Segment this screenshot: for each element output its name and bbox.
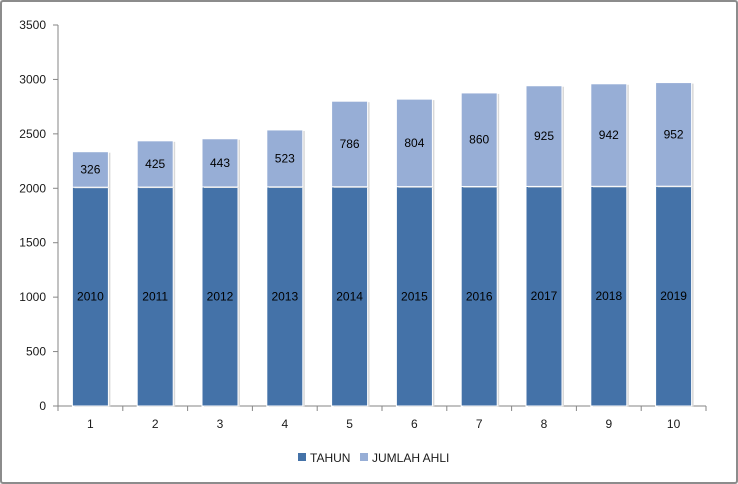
y-tick-label: 1000 xyxy=(19,290,46,304)
bar-jumlah-ahli xyxy=(331,100,369,188)
x-tick-label: 4 xyxy=(281,417,288,431)
x-tick-label: 7 xyxy=(476,417,483,431)
legend-swatch xyxy=(298,453,306,461)
data-label: 804 xyxy=(404,136,424,150)
data-label: 2016 xyxy=(466,289,493,303)
bar-tahun xyxy=(655,185,693,407)
x-tick-label: 8 xyxy=(541,417,548,431)
bar-jumlah-ahli xyxy=(655,82,693,187)
legend-swatch xyxy=(360,453,368,461)
y-tick-label: 2000 xyxy=(19,181,46,195)
bar-jumlah-ahli xyxy=(590,83,628,187)
x-tick-label: 5 xyxy=(346,417,353,431)
x-tick-label: 1 xyxy=(87,417,94,431)
data-label: 2014 xyxy=(336,289,363,303)
y-tick-label: 2500 xyxy=(19,127,46,141)
data-label: 2010 xyxy=(77,290,104,304)
data-label: 2013 xyxy=(271,289,298,303)
data-label: 443 xyxy=(210,156,230,170)
data-label: 2018 xyxy=(595,289,622,303)
legend-label: TAHUN xyxy=(310,451,350,465)
x-tick-label: 3 xyxy=(217,417,224,431)
x-tick-label: 9 xyxy=(605,417,612,431)
bar-jumlah-ahli xyxy=(201,138,239,188)
y-tick-label: 3000 xyxy=(19,72,46,86)
data-label: 326 xyxy=(80,162,100,176)
data-label: 2012 xyxy=(207,289,234,303)
x-tick-label: 2 xyxy=(152,417,159,431)
y-tick-label: 1500 xyxy=(19,236,46,250)
y-tick-label: 3500 xyxy=(19,18,46,32)
bar-tahun xyxy=(201,186,239,407)
bar-tahun xyxy=(525,185,563,407)
data-label: 942 xyxy=(599,128,619,142)
bar-tahun xyxy=(460,186,498,407)
data-label: 925 xyxy=(534,129,554,143)
bar-jumlah-ahli xyxy=(395,98,433,188)
data-label: 860 xyxy=(469,133,489,147)
x-tick-label: 6 xyxy=(411,417,418,431)
data-label: 786 xyxy=(340,137,360,151)
y-tick-label: 0 xyxy=(39,399,46,413)
data-label: 523 xyxy=(275,151,295,165)
data-label: 2019 xyxy=(660,289,687,303)
data-label: 425 xyxy=(145,157,165,171)
bar-jumlah-ahli xyxy=(525,85,563,187)
data-label: 2017 xyxy=(531,289,558,303)
data-label: 2015 xyxy=(401,289,428,303)
x-tick-label: 10 xyxy=(667,417,681,431)
bar-jumlah-ahli xyxy=(460,92,498,188)
bar-jumlah-ahli xyxy=(266,129,304,188)
bar-tahun xyxy=(331,186,369,407)
bar-jumlah-ahli xyxy=(71,151,109,188)
bar-tahun xyxy=(395,186,433,407)
bar-jumlah-ahli xyxy=(136,140,174,188)
y-tick-label: 500 xyxy=(26,345,46,359)
legend-label: JUMLAH AHLI xyxy=(372,451,449,465)
data-label: 2011 xyxy=(142,290,168,304)
bar-tahun xyxy=(266,186,304,407)
data-label: 952 xyxy=(664,127,684,141)
bar-tahun xyxy=(71,186,109,407)
